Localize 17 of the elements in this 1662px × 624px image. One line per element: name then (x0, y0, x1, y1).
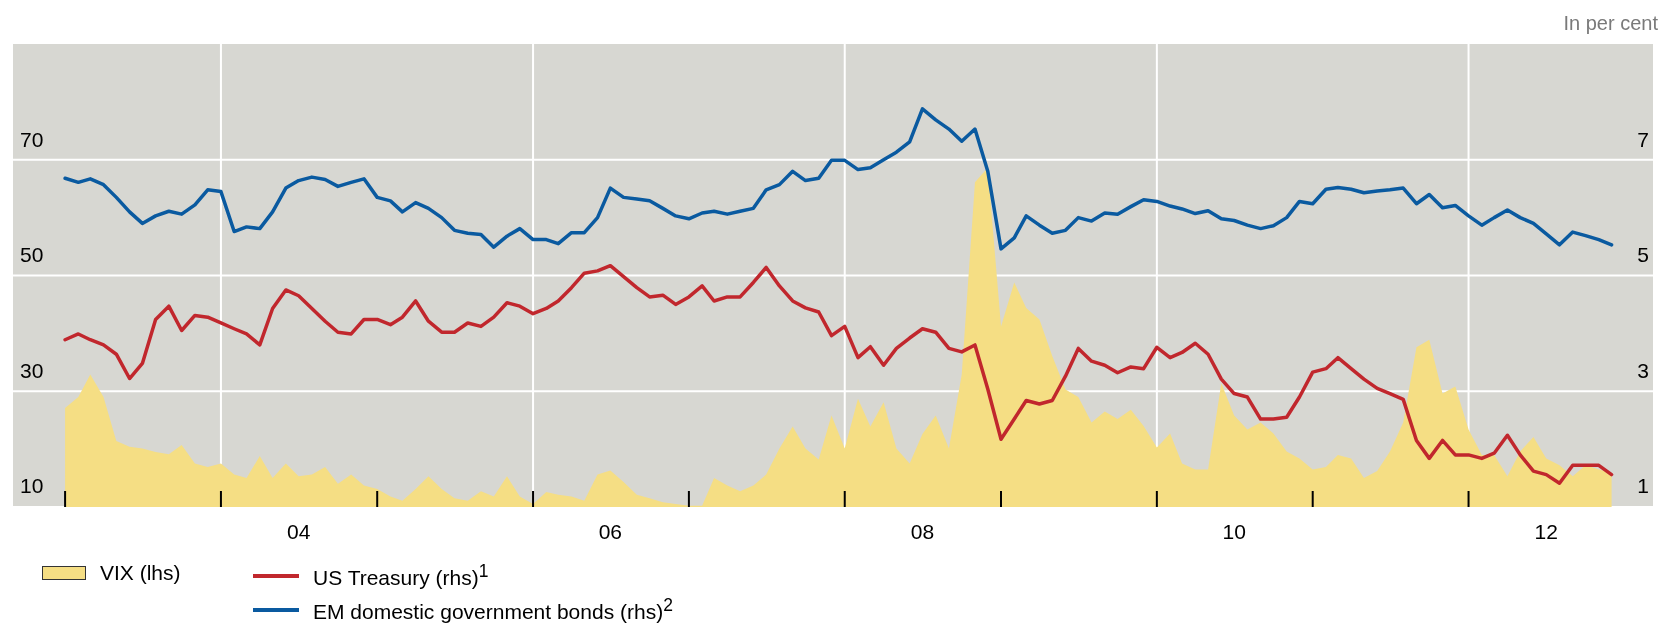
x-tick-label: 10 (1222, 520, 1246, 543)
text: In per cent (1563, 12, 1658, 35)
y2-tick-label: 5 (1637, 242, 1649, 267)
legend-label: EM domestic government bonds (rhs)$^{2}$ (313, 595, 673, 624)
y-tick-label: 30 (20, 357, 44, 383)
x-tick-label: 12 (1534, 520, 1558, 543)
legend-label: US Treasury (rhs)$^{1}$ (313, 561, 489, 590)
x-tick-label: 06 (598, 520, 623, 543)
y2-tick-label: 1 (1637, 473, 1649, 498)
legend-label: VIX (lhs) (100, 561, 181, 585)
x-tick-label: 04 (286, 520, 311, 543)
y-tick-label: 70 (20, 126, 44, 152)
y-tick-label: 10 (20, 473, 44, 498)
y2-tick-label: 3 (1637, 357, 1649, 383)
y2-tick-label: 7 (1637, 126, 1649, 152)
y-tick-label: 50 (20, 242, 44, 267)
x-tick-label: 08 (910, 520, 935, 543)
